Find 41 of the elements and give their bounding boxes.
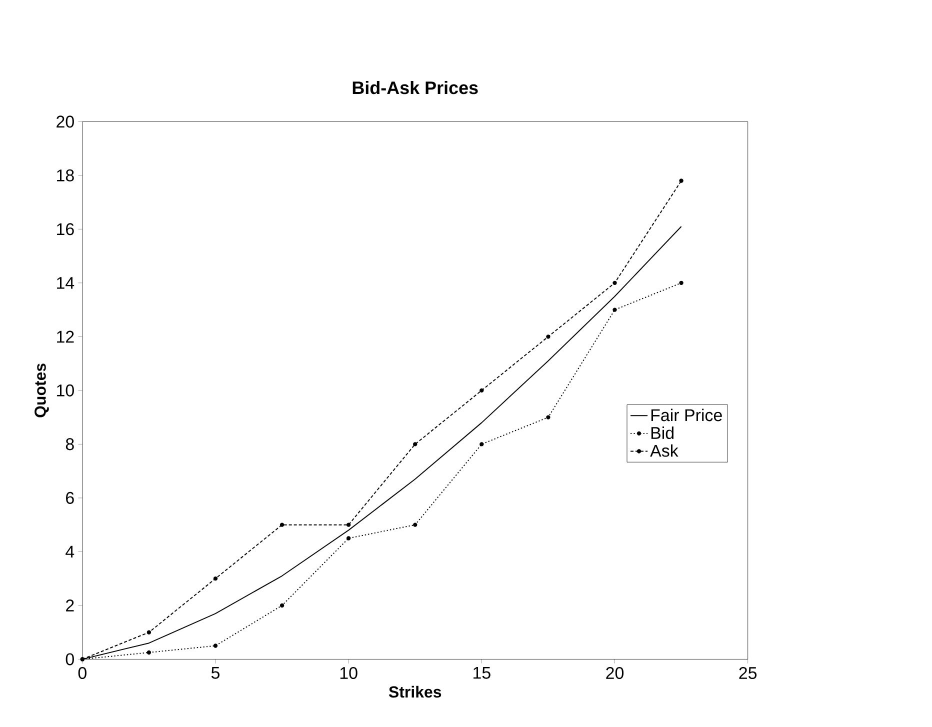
x-tick-label: 25 bbox=[739, 666, 757, 679]
point bbox=[280, 603, 284, 608]
y-axis-title: Quotes bbox=[34, 363, 49, 418]
point bbox=[280, 522, 284, 527]
x-tick-label: 5 bbox=[211, 666, 220, 679]
y-tick-label: 20 bbox=[56, 115, 74, 128]
point bbox=[612, 280, 617, 285]
point bbox=[346, 536, 351, 540]
y-tick-label: 2 bbox=[66, 599, 74, 612]
y-tick-label: 10 bbox=[57, 384, 74, 396]
point bbox=[413, 522, 418, 527]
point bbox=[213, 643, 218, 648]
y-tick-label: 8 bbox=[66, 438, 74, 450]
point bbox=[480, 388, 484, 392]
y-tick-label: 0 bbox=[66, 652, 74, 666]
legend-label: Bid bbox=[651, 426, 674, 439]
point bbox=[146, 650, 152, 654]
chart-title: Bid-Ask Prices bbox=[352, 80, 478, 94]
point bbox=[679, 280, 684, 285]
point bbox=[346, 522, 351, 527]
legend-label: Fair Price bbox=[651, 408, 722, 422]
y-tick-label: 4 bbox=[66, 546, 74, 558]
y-tick-label: 6 bbox=[66, 492, 74, 504]
point bbox=[546, 415, 550, 420]
x-axis-title: Strikes bbox=[388, 686, 442, 698]
point bbox=[413, 442, 418, 446]
point bbox=[679, 178, 684, 183]
point bbox=[546, 334, 550, 339]
x-tick-label: 10 bbox=[340, 666, 358, 679]
y-tick-label: 18 bbox=[57, 169, 74, 182]
x-tick-label: 15 bbox=[474, 666, 490, 679]
x-tick-label: 0 bbox=[78, 666, 86, 679]
point bbox=[146, 630, 152, 634]
point bbox=[480, 442, 484, 446]
point bbox=[612, 307, 617, 312]
y-tick-label: 16 bbox=[57, 222, 74, 235]
y-tick-label: 12 bbox=[57, 330, 74, 342]
legend-label: Ask bbox=[650, 444, 678, 457]
point bbox=[213, 576, 218, 580]
x-tick-label: 20 bbox=[606, 666, 624, 679]
y-tick-label: 14 bbox=[57, 276, 74, 289]
